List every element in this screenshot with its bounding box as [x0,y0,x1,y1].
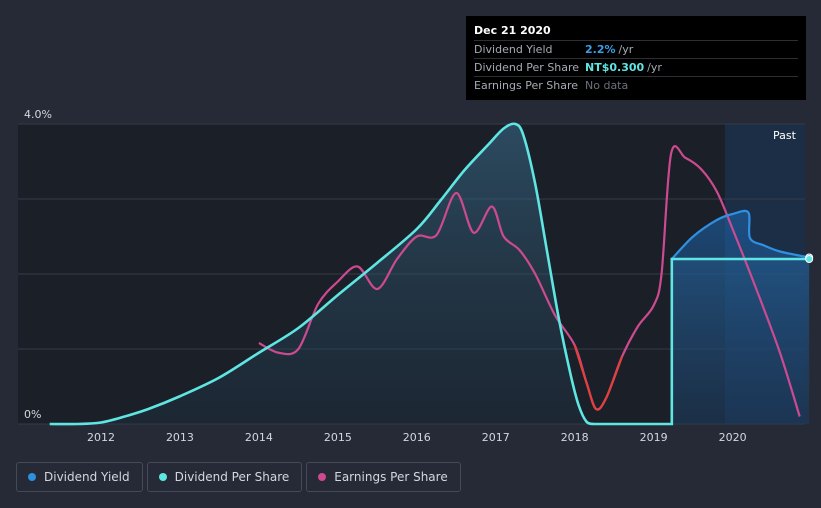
x-tick-label: 2012 [87,431,115,444]
legend-item-dividend-yield[interactable]: Dividend Yield [16,462,143,492]
x-tick-label: 2013 [166,431,194,444]
dividend-per-share-line [49,122,810,426]
past-label: Past [773,129,796,142]
tooltip-value: NT$0.300 [585,61,645,74]
tooltip-row-earnings-per-share: Earnings Per Share No data [474,76,798,94]
tooltip-value: No data [585,79,629,92]
x-tick-label: 2016 [403,431,431,444]
y-tick-label: 4.0% [24,108,52,121]
dividend-per-share-area [49,123,810,425]
tooltip-unit: /yr [618,43,634,56]
legend-dot-icon [318,473,327,481]
dividend-yield-line [671,209,810,260]
tooltip-row-dividend-per-share: Dividend Per Share NT$0.300 /yr [474,58,798,76]
legend-item-dividend-per-share[interactable]: Dividend Per Share [146,462,303,492]
tooltip: Dec 21 2020 Dividend Yield 2.2% /yr Divi… [466,16,806,100]
legend: Dividend Yield Dividend Per Share Earnin… [16,462,461,492]
legend-dot-icon [28,473,36,481]
x-tick-label: 2014 [245,431,273,444]
tooltip-label: Dividend Per Share [474,61,580,74]
x-tick-label: 2018 [561,431,589,444]
x-tick-label: 2019 [640,431,668,444]
legend-label: Earnings Per Share [334,470,448,484]
dividend-per-share-end-marker [805,255,814,263]
earnings-per-share-negative-segment [573,344,624,411]
tooltip-date: Dec 21 2020 [474,24,551,37]
x-tick-label: 2017 [482,431,510,444]
legend-label: Dividend Per Share [174,470,290,484]
legend-item-earnings-per-share[interactable]: Earnings Per Share [306,462,461,492]
tooltip-label: Dividend Yield [474,43,553,56]
tooltip-value: 2.2% [585,43,616,56]
tooltip-row-dividend-yield: Dividend Yield 2.2% /yr [474,40,798,58]
legend-dot-icon [158,473,167,481]
y-tick-label: 0% [24,408,41,421]
legend-label: Dividend Yield [44,470,130,484]
dividend-yield-area [671,210,810,424]
x-tick-label: 2015 [324,431,352,444]
x-tick-label: 2020 [719,431,747,444]
tooltip-unit: /yr [647,61,662,74]
tooltip-label: Earnings Per Share [474,79,579,92]
